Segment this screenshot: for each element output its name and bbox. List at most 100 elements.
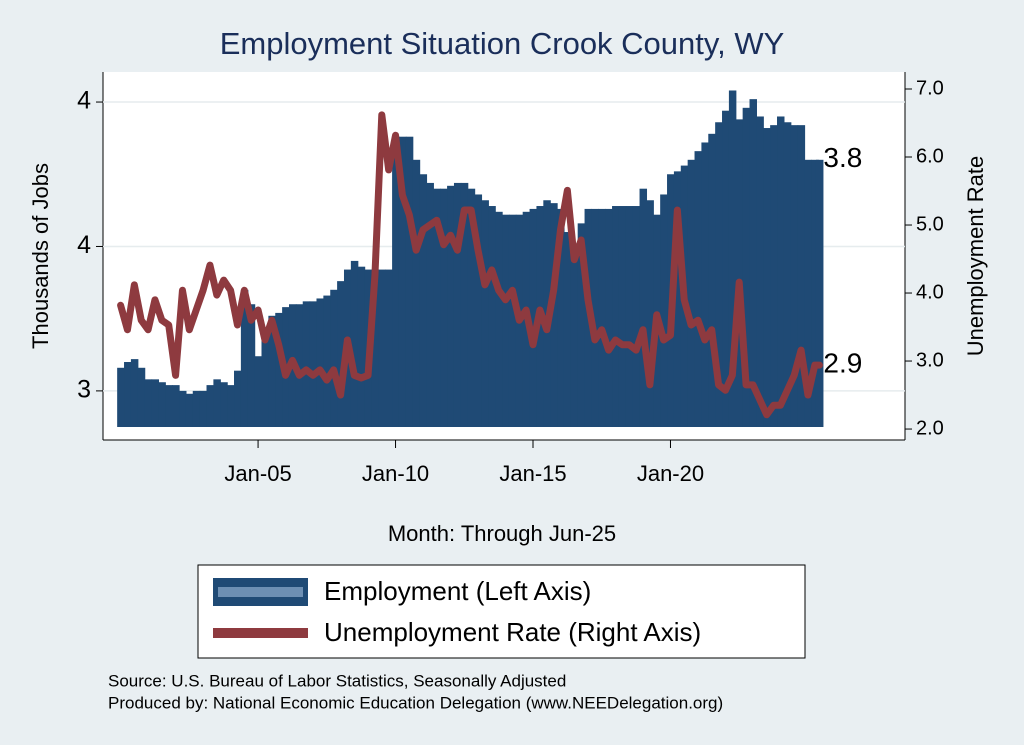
bar <box>295 304 304 427</box>
bar <box>673 171 682 427</box>
bar <box>426 182 434 427</box>
bar <box>625 206 634 427</box>
y-axis-title: Thousands of Jobs <box>28 163 53 349</box>
bar <box>440 188 448 427</box>
y-tick-label: 4 <box>77 87 91 115</box>
bar <box>165 385 173 427</box>
x-tick-label: Jan-10 <box>362 461 429 486</box>
y2-axis-title: Unemployment Rate <box>963 156 988 357</box>
bar <box>185 393 194 427</box>
bar <box>453 182 462 427</box>
y-tick-label: 4 <box>77 231 91 259</box>
bar <box>254 356 263 427</box>
bar <box>694 151 703 428</box>
y2-tick-label: 6.0 <box>916 145 944 167</box>
bar <box>639 188 648 427</box>
bar <box>804 159 812 428</box>
bar <box>467 188 476 427</box>
bar <box>137 367 146 427</box>
y-tick-label: 3 <box>77 376 91 404</box>
bar <box>708 133 716 427</box>
bar <box>275 312 283 427</box>
bar <box>777 116 785 427</box>
bar <box>124 362 132 427</box>
bar <box>722 110 730 427</box>
bar <box>398 136 407 427</box>
bar <box>460 182 469 427</box>
bar <box>508 214 517 427</box>
bar <box>770 125 778 428</box>
end-label: 2.9 <box>823 348 862 379</box>
bar <box>550 203 558 427</box>
bar <box>728 90 737 427</box>
bar <box>646 200 654 427</box>
bar <box>763 128 771 428</box>
bar <box>481 200 489 427</box>
bar <box>715 122 723 427</box>
bar <box>790 125 799 428</box>
y2-tick-label: 3.0 <box>916 349 944 371</box>
bar <box>350 260 359 427</box>
bar <box>811 159 819 428</box>
x-tick-label: Jan-05 <box>224 461 291 486</box>
bar <box>213 379 221 427</box>
bar <box>234 370 242 427</box>
bar <box>563 232 572 427</box>
bar <box>797 125 806 428</box>
bar <box>192 390 201 427</box>
bar <box>660 194 668 427</box>
bar <box>474 194 483 427</box>
bar <box>247 304 256 427</box>
bar <box>323 295 331 427</box>
bar <box>577 223 586 427</box>
line <box>117 111 823 419</box>
bar <box>612 206 620 427</box>
bar <box>268 315 276 427</box>
bar <box>392 136 400 427</box>
y2-tick-label: 5.0 <box>916 213 944 235</box>
bar <box>749 99 757 427</box>
bar <box>357 266 366 427</box>
bar <box>783 122 792 427</box>
bar <box>447 185 455 427</box>
bar <box>412 159 421 428</box>
source-note: Produced by: National Economic Education… <box>108 693 723 712</box>
legend-label: Employment (Left Axis) <box>324 576 591 606</box>
y2-tick-label: 2.0 <box>916 417 944 439</box>
x-tick-label: Jan-15 <box>499 461 566 486</box>
source-note: Source: U.S. Bureau of Labor Statistics,… <box>108 671 566 690</box>
bar <box>378 269 386 427</box>
bar <box>309 301 318 427</box>
bar <box>488 206 496 427</box>
bar <box>302 301 311 427</box>
bar <box>117 367 125 427</box>
bar <box>618 206 627 427</box>
legend-label: Unemployment Rate (Right Axis) <box>324 617 701 647</box>
bar <box>220 382 228 427</box>
bar <box>557 208 565 427</box>
bar <box>371 269 379 427</box>
bar <box>735 119 744 427</box>
bar <box>158 382 166 427</box>
bar <box>815 159 824 428</box>
y2-tick-label: 4.0 <box>916 281 944 303</box>
bar <box>591 208 599 427</box>
x-tick-label: Jan-20 <box>637 461 704 486</box>
bar <box>419 174 428 427</box>
bar <box>179 390 187 427</box>
bar <box>433 188 441 427</box>
bar <box>240 289 249 427</box>
bar <box>570 249 579 427</box>
bar <box>405 136 414 427</box>
bar <box>502 214 510 427</box>
bar <box>316 298 324 427</box>
bar <box>261 333 269 427</box>
end-label: 3.8 <box>823 142 862 173</box>
bar <box>151 379 160 427</box>
y2-tick-label: 7.0 <box>916 77 944 99</box>
bar <box>172 385 180 427</box>
bar <box>742 107 751 427</box>
x-axis-title: Month: Through Jun-25 <box>388 521 616 546</box>
